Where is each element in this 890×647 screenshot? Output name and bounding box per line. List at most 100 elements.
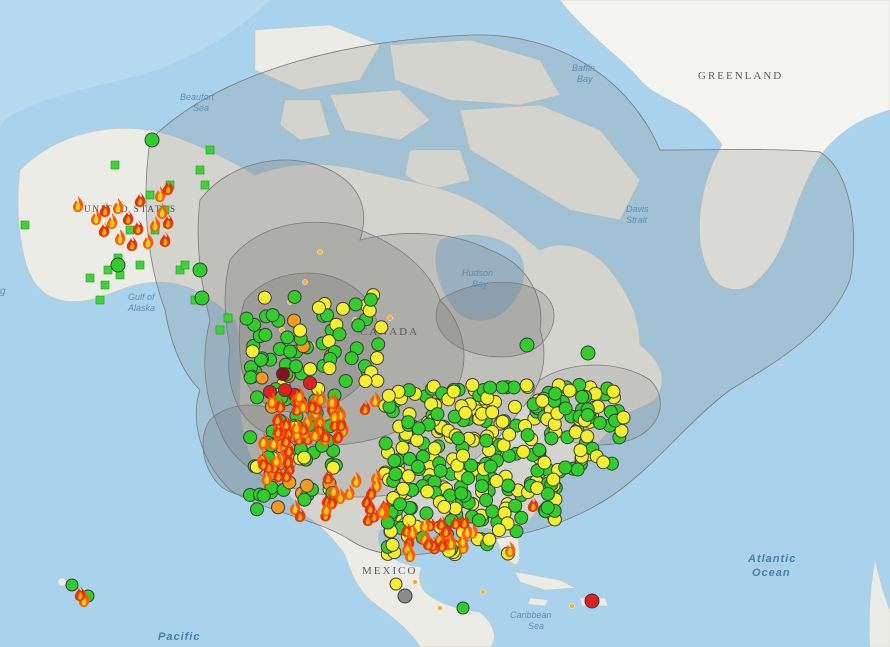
monitor-marker[interactable] xyxy=(374,320,389,335)
monitor-marker[interactable] xyxy=(471,513,486,528)
monitor-marker[interactable] xyxy=(351,318,366,333)
monitor-marker[interactable] xyxy=(537,455,552,470)
monitor-marker[interactable] xyxy=(410,459,425,474)
monitor-marker[interactable] xyxy=(451,431,466,446)
monitor-marker[interactable] xyxy=(474,479,489,494)
monitor-marker[interactable] xyxy=(388,466,403,481)
monitor-marker[interactable] xyxy=(580,345,596,361)
monitor-marker[interactable] xyxy=(544,431,559,446)
sensor-marker[interactable] xyxy=(103,265,113,275)
monitor-marker[interactable] xyxy=(278,383,292,397)
monitor-marker[interactable] xyxy=(433,463,448,478)
monitor-marker[interactable] xyxy=(606,384,621,399)
monitor-marker[interactable] xyxy=(491,523,506,538)
monitor-marker[interactable] xyxy=(485,504,500,519)
monitor-marker[interactable] xyxy=(456,601,470,615)
sensor-marker[interactable] xyxy=(135,260,145,270)
monitor-marker[interactable] xyxy=(322,361,337,376)
monitor-marker[interactable] xyxy=(592,415,607,430)
monitor-marker[interactable] xyxy=(363,292,378,307)
monitor-marker[interactable] xyxy=(239,311,254,326)
monitor-marker[interactable] xyxy=(297,492,312,507)
monitor-marker[interactable] xyxy=(465,378,480,393)
sensor-marker[interactable] xyxy=(223,313,233,323)
sensor-marker[interactable] xyxy=(20,220,30,230)
monitor-marker[interactable] xyxy=(548,386,563,401)
monitor-marker[interactable] xyxy=(562,383,577,398)
sensor-marker[interactable] xyxy=(145,190,155,200)
monitor-marker[interactable] xyxy=(430,407,445,422)
monitor-marker[interactable] xyxy=(326,460,341,475)
sensor-marker[interactable] xyxy=(195,165,205,175)
monitor-marker[interactable] xyxy=(370,373,385,388)
monitor-marker[interactable] xyxy=(293,323,308,338)
sensor-marker[interactable] xyxy=(180,260,190,270)
hotspot-marker[interactable] xyxy=(387,315,393,321)
monitor-marker[interactable] xyxy=(446,384,461,399)
monitor-marker[interactable] xyxy=(516,444,531,459)
monitor-marker[interactable] xyxy=(243,430,258,445)
monitor-marker[interactable] xyxy=(520,428,535,443)
monitor-marker[interactable] xyxy=(303,362,318,377)
monitor-marker[interactable] xyxy=(303,376,317,390)
monitor-marker[interactable] xyxy=(344,351,359,366)
monitor-marker[interactable] xyxy=(580,429,595,444)
hotspot-marker[interactable] xyxy=(317,249,323,255)
monitor-marker[interactable] xyxy=(194,290,210,306)
monitor-marker[interactable] xyxy=(249,390,264,405)
monitor-marker[interactable] xyxy=(65,578,79,592)
monitor-marker[interactable] xyxy=(256,488,271,503)
monitor-marker[interactable] xyxy=(495,414,510,429)
monitor-marker[interactable] xyxy=(410,433,425,448)
monitor-marker[interactable] xyxy=(110,257,126,273)
monitor-marker[interactable] xyxy=(532,443,547,458)
hotspot-marker[interactable] xyxy=(480,589,486,595)
hotspot-marker[interactable] xyxy=(412,579,418,585)
monitor-marker[interactable] xyxy=(596,455,611,470)
monitor-marker[interactable] xyxy=(393,497,408,512)
hotspot-marker[interactable] xyxy=(437,605,443,611)
monitor-marker[interactable] xyxy=(460,471,475,486)
monitor-marker[interactable] xyxy=(580,407,595,422)
sensor-marker[interactable] xyxy=(125,225,135,235)
monitor-marker[interactable] xyxy=(519,337,535,353)
monitor-marker[interactable] xyxy=(389,577,403,591)
monitor-marker[interactable] xyxy=(287,313,302,328)
monitor-marker[interactable] xyxy=(258,327,273,342)
monitor-marker[interactable] xyxy=(276,367,290,381)
monitor-marker[interactable] xyxy=(283,344,298,359)
monitor-marker[interactable] xyxy=(509,524,524,539)
monitor-marker[interactable] xyxy=(485,405,500,420)
monitor-marker[interactable] xyxy=(397,588,413,604)
monitor-marker[interactable] xyxy=(483,380,498,395)
monitor-marker[interactable] xyxy=(250,502,265,517)
monitor-marker[interactable] xyxy=(245,344,260,359)
monitor-marker[interactable] xyxy=(338,373,353,388)
hotspot-marker[interactable] xyxy=(279,327,285,333)
monitor-marker[interactable] xyxy=(502,427,517,442)
monitor-marker[interactable] xyxy=(437,499,452,514)
monitor-marker[interactable] xyxy=(570,462,585,477)
monitor-marker[interactable] xyxy=(482,532,497,547)
monitor-marker[interactable] xyxy=(144,132,160,148)
monitor-marker[interactable] xyxy=(287,289,302,304)
monitor-marker[interactable] xyxy=(348,297,363,312)
monitor-marker[interactable] xyxy=(381,388,396,403)
monitor-marker[interactable] xyxy=(378,436,393,451)
monitor-marker[interactable] xyxy=(535,393,550,408)
monitor-marker[interactable] xyxy=(358,374,373,389)
monitor-marker[interactable] xyxy=(257,290,272,305)
monitor-marker[interactable] xyxy=(489,473,504,488)
monitor-marker[interactable] xyxy=(540,500,555,515)
monitor-marker[interactable] xyxy=(419,506,434,521)
monitor-marker[interactable] xyxy=(427,441,442,456)
sensor-marker[interactable] xyxy=(215,325,225,335)
monitor-marker[interactable] xyxy=(458,405,473,420)
monitor-marker[interactable] xyxy=(573,443,588,458)
monitor-marker[interactable] xyxy=(385,537,400,552)
monitor-marker[interactable] xyxy=(479,493,494,508)
monitor-marker[interactable] xyxy=(311,300,326,315)
monitor-marker[interactable] xyxy=(540,486,555,501)
monitor-marker[interactable] xyxy=(558,460,573,475)
